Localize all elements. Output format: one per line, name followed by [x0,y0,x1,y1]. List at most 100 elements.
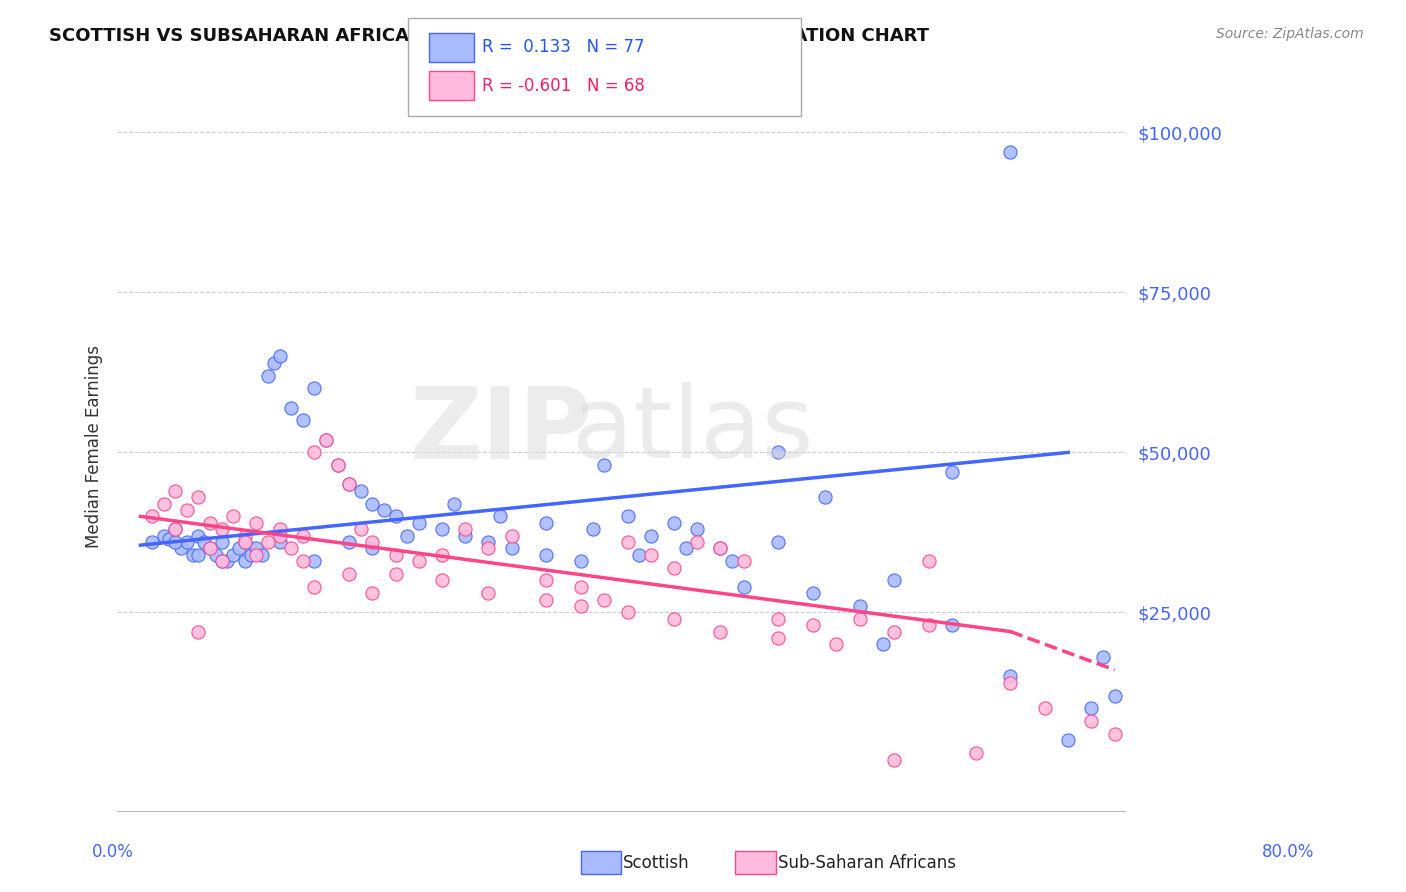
Point [477,541,499,556]
Text: ZIP: ZIP [409,383,592,479]
Point [198,516,221,530]
Point [489,509,512,524]
Point [848,599,870,613]
Point [1092,650,1115,665]
Point [211,535,233,549]
Point [768,535,790,549]
Point [233,528,256,542]
Point [291,413,314,427]
Point [569,599,592,613]
Point [825,637,848,651]
Text: R =  0.133   N = 77: R = 0.133 N = 77 [482,38,645,56]
Point [1000,145,1022,159]
Point [1033,701,1056,715]
Point [337,535,360,549]
Point [1080,701,1102,715]
Point [198,541,221,556]
Text: R = -0.601   N = 68: R = -0.601 N = 68 [482,77,645,95]
Point [396,528,419,542]
Point [315,433,337,447]
Point [536,516,558,530]
Text: 80.0%: 80.0% [1263,843,1315,861]
Point [686,522,709,536]
Point [193,535,215,549]
Point [291,528,314,542]
Point [918,618,941,632]
Point [872,637,894,651]
Point [245,541,267,556]
Point [941,465,963,479]
Point [222,548,245,562]
Text: atlas: atlas [572,383,813,479]
Point [443,497,465,511]
Point [709,624,731,639]
Point [304,580,326,594]
Point [187,528,209,542]
Point [1104,727,1126,741]
Point [337,477,360,491]
Point [269,350,291,364]
Point [430,522,453,536]
Point [454,522,477,536]
Y-axis label: Median Female Earnings: Median Female Earnings [86,344,103,548]
Point [408,554,430,568]
Point [211,554,233,568]
Point [477,535,499,549]
Point [616,535,638,549]
Point [662,612,685,626]
Point [263,356,285,370]
Point [408,516,430,530]
Point [170,541,193,556]
Point [211,554,233,568]
Point [187,548,209,562]
Point [768,612,790,626]
Text: Source: ZipAtlas.com: Source: ZipAtlas.com [1216,27,1364,41]
Point [918,554,941,568]
Point [269,535,291,549]
Point [733,580,755,594]
Point [304,554,326,568]
Point [801,618,824,632]
Point [616,509,638,524]
Point [883,752,905,766]
Point [477,586,499,600]
Point [965,746,987,760]
Point [373,503,395,517]
Point [141,509,163,524]
Point [801,586,824,600]
Point [384,509,406,524]
Point [593,458,616,473]
Point [361,541,384,556]
Point [848,612,870,626]
Point [536,548,558,562]
Point [245,548,267,562]
Point [454,528,477,542]
Point [187,490,209,504]
Point [536,592,558,607]
Point [1057,733,1080,747]
Point [233,535,256,549]
Point [1080,714,1102,728]
Point [1000,675,1022,690]
Point [662,516,685,530]
Point [187,624,209,639]
Point [569,580,592,594]
Point [222,509,245,524]
Point [280,401,302,415]
Point [304,445,326,459]
Point [326,458,349,473]
Point [941,618,963,632]
Point [337,566,360,581]
Point [233,554,256,568]
Point [430,548,453,562]
Point [257,535,280,549]
Point [181,548,204,562]
Point [814,490,837,504]
Point [675,541,697,556]
Point [269,522,291,536]
Point [152,497,174,511]
Point [384,548,406,562]
Point [291,554,314,568]
Point [733,554,755,568]
Point [269,528,291,542]
